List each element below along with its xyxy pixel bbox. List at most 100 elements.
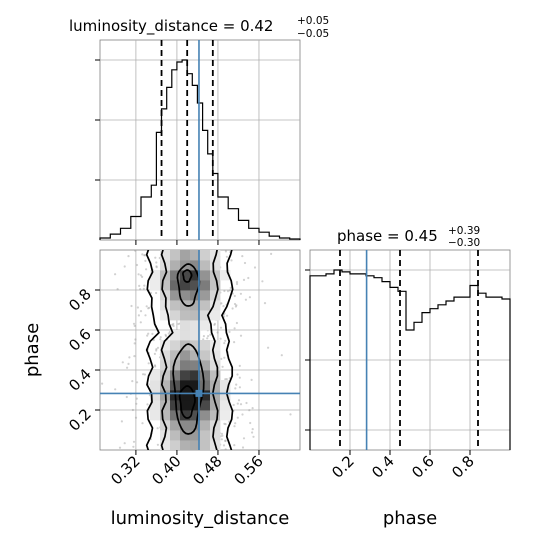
scatter-point: [116, 288, 119, 291]
scatter-point: [142, 287, 145, 290]
scatter-point: [220, 438, 223, 441]
scatter-point: [136, 306, 139, 309]
scatter-point: [236, 416, 239, 419]
scatter-point: [147, 307, 150, 310]
density-cell: [170, 430, 181, 441]
density-cell: [200, 440, 211, 450]
density-cell: [220, 380, 231, 391]
scatter-point: [213, 322, 216, 325]
scatter-point: [248, 296, 251, 299]
scatter-point: [248, 409, 251, 412]
density-cell: [170, 340, 181, 351]
scatter-point: [213, 323, 216, 326]
lumdist-title-eq: =: [218, 17, 240, 35]
scatter-point: [123, 442, 126, 445]
density-cell: [180, 390, 191, 401]
scatter-point: [114, 273, 117, 276]
phase-title-plus: +0.39: [448, 225, 480, 237]
phase-title-name: phase: [337, 227, 382, 245]
scatter-point: [155, 265, 158, 268]
scatter-point: [127, 255, 130, 258]
density-cell: [220, 410, 231, 421]
density-cell: [200, 260, 211, 271]
density-cell: [170, 280, 181, 291]
x-tick-label-lumdist-3: 0.56: [230, 452, 266, 488]
scatter-point: [231, 307, 234, 310]
density-cell: [190, 270, 201, 281]
scatter-point: [145, 305, 148, 308]
scatter-point: [241, 255, 244, 258]
density-cell: [180, 270, 191, 281]
scatter-point: [138, 284, 141, 287]
scatter-point: [133, 324, 136, 327]
density-cell: [160, 440, 171, 450]
scatter-point: [144, 254, 147, 257]
scatter-point: [224, 378, 227, 381]
scatter-point: [270, 252, 273, 255]
x-axis-label-lumdist: luminosity_distance: [111, 508, 290, 529]
density-cell: [220, 390, 231, 401]
scatter-point: [252, 435, 255, 438]
scatter-point: [220, 302, 223, 305]
scatter-point: [221, 434, 224, 437]
lumdist-title: luminosity_distance = 0.42: [69, 17, 273, 36]
y-axis-label-phase: phase: [22, 323, 43, 377]
scatter-point: [233, 425, 236, 428]
scatter-point: [125, 395, 128, 399]
scatter-point: [233, 294, 236, 298]
phase-title-eq: =: [382, 227, 404, 245]
density-cell: [210, 360, 221, 371]
scatter-point: [143, 284, 146, 287]
phase-histogram-frame: [309, 249, 511, 451]
phase-histogram-steps: [309, 269, 511, 450]
scatter-point: [155, 291, 158, 295]
scatter-point: [239, 334, 243, 337]
scatter-point: [147, 383, 150, 386]
contour-inner-lower: [172, 343, 205, 435]
scatter-point: [135, 402, 138, 405]
density-cell: [180, 280, 191, 291]
scatter-point: [225, 255, 228, 258]
density-cell: [180, 350, 191, 361]
scatter-point: [224, 448, 227, 450]
density-cell: [170, 410, 181, 421]
scatter-point: [155, 349, 158, 352]
scatter-point: [141, 422, 144, 425]
density-cell: [180, 420, 191, 431]
density-cell: [190, 430, 201, 441]
density-cell: [180, 310, 191, 321]
density-cell: [170, 350, 181, 361]
scatter-point: [144, 259, 147, 262]
density-cell: [210, 410, 221, 421]
density-cell: [190, 280, 201, 291]
density-cell: [170, 300, 181, 311]
density-cell: [180, 430, 191, 441]
x-tick-label-phase-0: 0.2: [328, 452, 358, 482]
density-cell: [170, 360, 181, 371]
scatter-point: [238, 386, 241, 389]
scatter-point: [127, 362, 130, 365]
scatter-point: [234, 422, 237, 425]
density-cell: [160, 250, 171, 261]
scatter-point: [216, 331, 219, 334]
scatter-point: [202, 335, 205, 338]
scatter-point: [153, 352, 156, 355]
scatter-point: [151, 332, 154, 335]
density-cell: [180, 370, 191, 381]
density-cell: [210, 310, 221, 321]
density-cell: [170, 440, 181, 450]
scatter-point: [234, 387, 237, 390]
scatter-point: [137, 314, 140, 317]
scatter-point: [145, 268, 148, 271]
scatter-point: [233, 327, 236, 330]
lumdist-histogram: [99, 40, 301, 240]
scatter-point: [233, 302, 237, 306]
scatter-point: [289, 413, 292, 416]
density-cell: [170, 270, 181, 281]
density-cell: [150, 380, 161, 391]
x-tick-label-phase-1: 0.4: [368, 452, 398, 482]
density-cell: [200, 280, 211, 291]
scatter-point: [126, 366, 129, 369]
lumdist-title-minus: −0.05: [297, 28, 329, 40]
scatter-point: [219, 337, 222, 340]
